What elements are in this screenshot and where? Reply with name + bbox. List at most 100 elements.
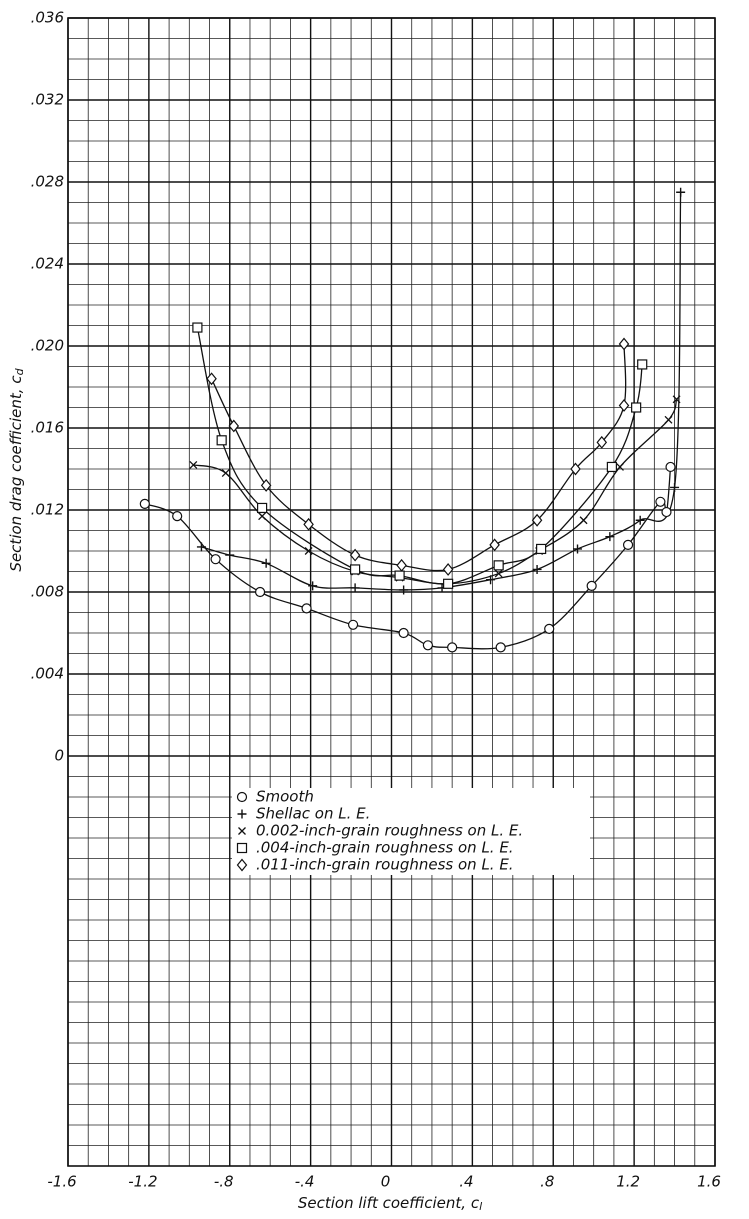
marker — [573, 544, 583, 554]
marker — [347, 619, 359, 630]
markers — [139, 187, 686, 653]
y-tick-label: .020 — [31, 337, 64, 355]
marker — [676, 187, 686, 197]
marker — [350, 583, 360, 593]
marker — [254, 586, 266, 598]
legend-label: .011-inch-grain roughness on L. E. — [256, 856, 514, 874]
marker — [210, 554, 221, 565]
legend-label: .004-inch-grain roughness on L. E. — [256, 839, 514, 857]
marker — [442, 563, 454, 576]
legend-label: Shellac on L. E. — [256, 805, 370, 823]
y-axis-label: Section drag coefficient, cd — [7, 367, 27, 571]
marker — [618, 337, 630, 351]
legend-marker — [236, 791, 248, 803]
x-tick-label: 1.2 — [616, 1173, 640, 1191]
y-axis-label-sub: d — [13, 367, 26, 375]
x-axis-label-text: Section lift coefficient, c — [298, 1194, 480, 1212]
x-tick-label: 0 — [381, 1173, 391, 1191]
plot-frame — [67, 17, 716, 1167]
marker — [616, 462, 624, 471]
x-axis-label: Section lift coefficient, cl — [298, 1194, 482, 1214]
marker — [257, 502, 268, 514]
marker — [206, 372, 217, 386]
marker — [189, 460, 198, 469]
marker — [221, 469, 230, 478]
y-tick-label: .016 — [31, 419, 64, 437]
marker — [349, 548, 361, 562]
series-line — [193, 399, 678, 585]
marker — [670, 482, 680, 492]
marker — [493, 560, 504, 571]
marker — [260, 478, 272, 492]
marker — [396, 558, 407, 572]
marker — [301, 603, 312, 614]
marker — [258, 512, 267, 521]
x-tick-label: .4 — [459, 1173, 473, 1191]
marker — [399, 585, 409, 595]
marker — [635, 515, 645, 525]
marker — [486, 575, 496, 585]
x-tick-label: -.4 — [295, 1173, 315, 1191]
y-tick-label: .024 — [31, 255, 64, 273]
marker — [494, 569, 503, 578]
y-tick-label: .012 — [31, 501, 64, 519]
marker — [394, 570, 405, 581]
legend-marker — [236, 842, 248, 854]
marker — [350, 564, 361, 575]
legend-box — [232, 788, 590, 875]
legend-label: 0.002-inch-grain roughness on L. E. — [256, 822, 523, 840]
marker — [531, 513, 543, 527]
marker — [228, 419, 240, 433]
legend-label: Smooth — [256, 788, 314, 806]
marker — [661, 506, 672, 518]
y-tick-label: .004 — [31, 665, 64, 683]
series-line — [196, 327, 643, 585]
marker — [447, 642, 458, 653]
marker — [631, 402, 642, 413]
marker — [596, 435, 608, 449]
x-tick-label: -1.6 — [47, 1173, 76, 1191]
y-tick-label: .032 — [31, 91, 64, 109]
marker — [139, 498, 150, 509]
x-tick-label: -.8 — [214, 1173, 234, 1191]
y-tick-label: .008 — [31, 583, 64, 601]
y-tick-label: .028 — [31, 173, 64, 191]
marker — [544, 623, 555, 635]
marker — [304, 547, 313, 555]
marker — [192, 322, 203, 333]
y-axis-label-text: Section drag coefficient, c — [7, 375, 25, 572]
marker — [422, 640, 433, 651]
marker — [172, 511, 183, 522]
grid — [67, 17, 716, 1167]
marker — [225, 550, 235, 560]
legend-marker — [238, 827, 246, 835]
marker — [261, 558, 271, 568]
marker — [622, 539, 634, 550]
marker — [536, 543, 547, 555]
x-tick-label: 1.6 — [697, 1173, 721, 1191]
marker — [579, 516, 588, 525]
marker — [664, 415, 673, 424]
marker — [532, 564, 542, 574]
marker — [570, 462, 581, 476]
marker — [308, 581, 318, 591]
marker — [672, 395, 681, 404]
legend-marker — [237, 809, 247, 819]
marker — [495, 642, 506, 653]
marker — [605, 532, 615, 542]
marker — [489, 538, 500, 552]
x-axis-label-sub: l — [479, 1200, 482, 1213]
y-tick-label: 0 — [54, 747, 64, 765]
x-tick-label: -1.2 — [128, 1173, 157, 1191]
y-tick-label: .036 — [31, 9, 64, 27]
marker — [443, 578, 454, 589]
series-line — [144, 466, 672, 650]
marker — [303, 517, 314, 531]
marker — [606, 461, 617, 473]
curves — [144, 192, 682, 650]
x-tick-label: .8 — [540, 1173, 554, 1191]
marker — [637, 359, 648, 370]
marker — [665, 461, 676, 473]
